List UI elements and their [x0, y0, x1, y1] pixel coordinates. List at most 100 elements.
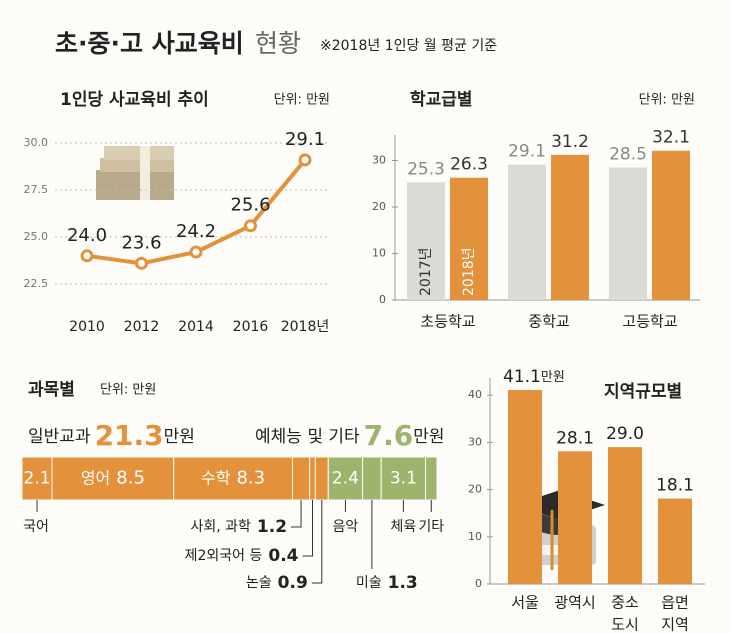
point — [80, 249, 94, 263]
unit-label: 단위: 만원 — [274, 93, 330, 108]
money-band — [140, 146, 150, 200]
bar — [609, 167, 647, 300]
segment — [380, 456, 427, 501]
value-label: 32.1 — [652, 128, 690, 148]
group-total: 예체능 및 기타 7.6만원 — [255, 419, 445, 452]
y-tick-label: 22.5 — [24, 277, 49, 290]
x-tick-label: 지역 — [661, 616, 689, 633]
segment-value: 2.4 — [332, 469, 359, 489]
book-pages — [522, 545, 592, 555]
segment — [309, 456, 316, 501]
money-stack — [100, 158, 174, 172]
point — [298, 153, 312, 167]
segment-label: 논술 0.9 — [246, 573, 308, 593]
segment-name: 국어 — [23, 519, 49, 535]
y-tick-label: 0 — [379, 293, 386, 306]
bar — [508, 164, 546, 300]
segment-value: 2.1 — [24, 469, 51, 489]
segment-value: 0.4 — [268, 546, 298, 566]
chart-title: 지역규모별 — [604, 382, 682, 402]
group-name: 일반교과 — [28, 427, 91, 447]
value-number: 28.1 — [556, 428, 594, 448]
y-tick-label: 0 — [475, 577, 482, 590]
group-total: 일반교과 21.3만원 — [28, 419, 195, 452]
segment — [51, 456, 175, 501]
bar — [652, 150, 690, 300]
y-tick-label: 27.5 — [24, 183, 49, 196]
page-title: 초·중·고 사교육비 — [55, 29, 244, 58]
value-label: 18.1 — [656, 476, 694, 496]
y-tick-label: 10 — [372, 247, 386, 260]
chart-title: 과목별 — [28, 380, 75, 400]
money-stack — [96, 170, 174, 200]
bar — [608, 447, 642, 584]
segment-label: 사회, 과학 1.2 — [191, 517, 288, 537]
segment-name: 음악 — [333, 519, 359, 535]
bar — [407, 182, 445, 300]
value-label: 29.1 — [285, 129, 325, 150]
unit-label: 단위: 만원 — [100, 383, 156, 398]
x-tick-label: 2016 — [233, 319, 269, 335]
x-tick-label: 읍면 — [661, 594, 689, 612]
x-tick-label: 광역시 — [554, 594, 595, 612]
value-label: 25.6 — [230, 195, 270, 216]
bar — [558, 451, 592, 584]
y-tick-label: 10 — [468, 530, 482, 543]
segment-name: 사회, 과학 — [191, 519, 252, 535]
value-number: 18.1 — [656, 476, 694, 496]
group-total-value: 21.3 — [95, 419, 164, 452]
leader-line — [302, 500, 313, 557]
legend-label: 2017년 — [418, 247, 434, 296]
value-label: 41.1만원 — [503, 367, 565, 387]
bar — [658, 498, 692, 584]
chart-title: 학교급별 — [410, 90, 473, 110]
x-tick-label: 2018년 — [281, 319, 330, 335]
x-tick-label: 도시 — [611, 616, 639, 633]
x-tick-label: 중학교 — [528, 313, 569, 331]
bar — [450, 177, 488, 300]
leader-line — [311, 500, 323, 584]
group-name: 예체능 및 기타 — [255, 427, 360, 447]
value-number: 29.0 — [606, 424, 644, 444]
segment — [327, 456, 364, 501]
y-tick-label: 25.0 — [24, 230, 49, 243]
segment-name: 영어 — [81, 468, 110, 487]
value-number: 41.1 — [503, 367, 541, 387]
segment-name: 논술 — [246, 575, 272, 591]
y-tick-label: 20 — [372, 200, 386, 213]
y-tick-label: 20 — [468, 483, 482, 496]
point — [135, 256, 148, 270]
segment-value: 8.3 — [236, 468, 265, 489]
page-title-suffix: 현황 — [255, 29, 301, 58]
value-label: 23.6 — [121, 232, 161, 253]
segment-value: 1.2 — [257, 517, 287, 537]
segment-name: 체육 — [390, 519, 416, 535]
bar — [551, 154, 589, 300]
segment-value: 0.9 — [278, 573, 308, 593]
value-unit: 만원 — [541, 370, 565, 385]
y-tick-label: 40 — [468, 388, 482, 401]
money-icon — [96, 146, 174, 200]
value-label: 29.0 — [606, 424, 644, 444]
page-note: ※2018년 1인당 월 평균 기준 — [320, 38, 497, 54]
y-tick-label: 30.0 — [24, 136, 49, 149]
segment-label: 수학 8.3 — [201, 468, 265, 489]
segment — [425, 456, 438, 501]
value-label: 25.3 — [407, 159, 445, 179]
x-tick-label: 2014 — [178, 319, 214, 335]
x-tick-label: 2010 — [69, 319, 105, 335]
y-tick-label: 30 — [468, 435, 482, 448]
segment-name: 제2외국어 등 — [185, 548, 263, 564]
segment — [362, 456, 382, 501]
segment-value: 3.1 — [390, 469, 417, 489]
group-total-value: 7.6 — [364, 419, 414, 452]
x-tick-label: 서울 — [511, 594, 539, 612]
x-tick-label: 2012 — [124, 319, 160, 335]
segment-name: 미술 — [356, 575, 382, 591]
value-label: 28.5 — [609, 144, 647, 164]
segment-label: 제2외국어 등 0.4 — [185, 546, 299, 566]
value-label: 29.1 — [508, 142, 546, 162]
segment — [291, 456, 311, 501]
